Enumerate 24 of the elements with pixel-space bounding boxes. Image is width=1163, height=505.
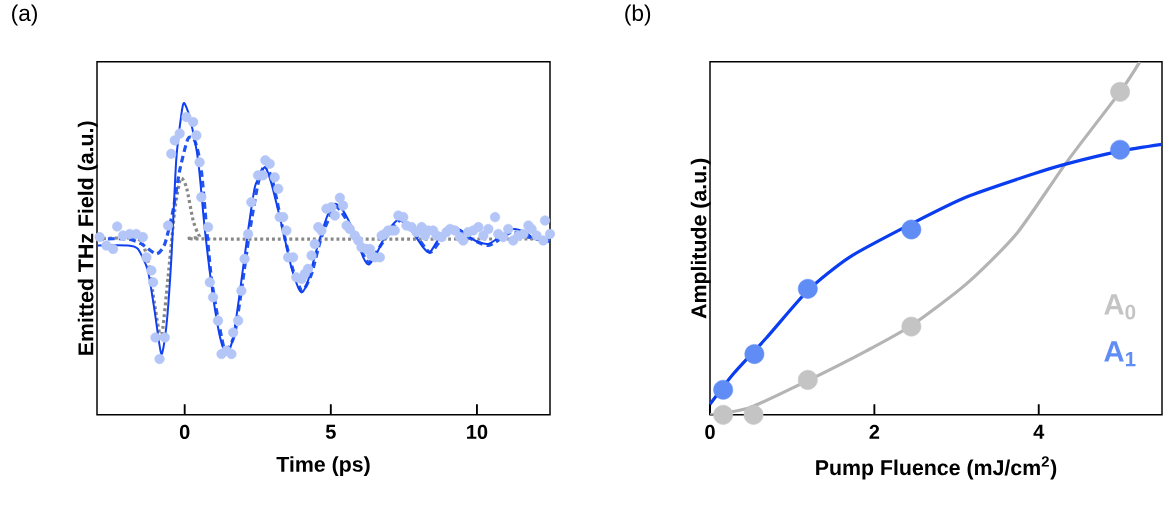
point	[901, 316, 922, 337]
x-tick-label: 10	[467, 424, 488, 440]
point	[1110, 82, 1130, 102]
x-axis-title: Time (ps)	[276, 456, 370, 477]
point	[713, 405, 734, 425]
point	[797, 370, 818, 390]
point	[713, 379, 734, 400]
x-axis-title: Pump Fluence (mJ/cm$^{2}$)	[816, 456, 1057, 480]
x-tick-label: 0	[705, 424, 715, 440]
x-tick-label: 4	[1033, 424, 1045, 439]
point	[744, 344, 765, 365]
x-tick-label: 0	[179, 424, 190, 440]
chart-title: (a)	[12, 4, 37, 26]
y-axis-title: Amplitude (a.u.)	[690, 158, 711, 319]
point	[743, 405, 764, 425]
point	[901, 219, 922, 240]
text: A$_{1}$	[1104, 341, 1136, 367]
x-tick-label: 2	[869, 424, 880, 439]
chart-title: (b)	[625, 4, 651, 26]
point	[797, 279, 818, 299]
text: A$_{0}$	[1104, 294, 1136, 320]
x-tick-label: 5	[325, 424, 336, 439]
point	[1110, 139, 1130, 160]
y-axis-title: Emitted THz Field (a.u.)	[77, 121, 98, 355]
